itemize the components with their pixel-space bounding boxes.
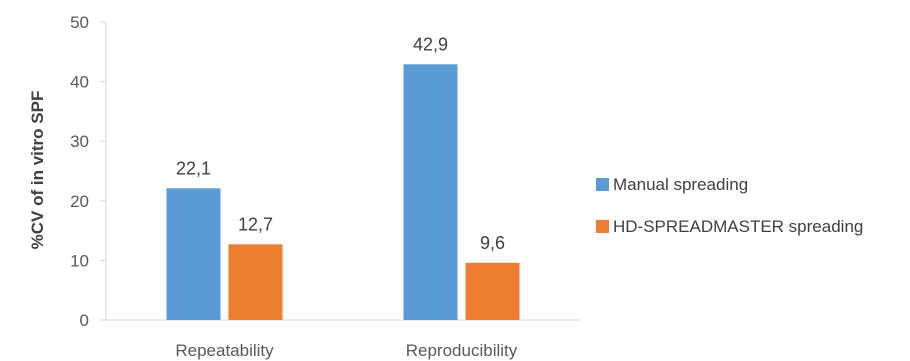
y-tick-label: 10 bbox=[70, 251, 89, 270]
y-axis: 0 10 20 30 40 50 bbox=[70, 13, 106, 330]
y-tick-label: 0 bbox=[80, 311, 89, 330]
data-label: 42,9 bbox=[413, 34, 448, 54]
y-tick-label: 50 bbox=[70, 13, 89, 32]
legend-swatch bbox=[596, 178, 609, 191]
data-label: 12,7 bbox=[238, 214, 273, 234]
legend-swatch bbox=[596, 220, 609, 233]
x-category-label: Reproducibility bbox=[406, 341, 518, 360]
legend-label: HD-SPREADMASTER spreading bbox=[613, 217, 863, 236]
y-axis-title: %CV of in vitro SPF bbox=[28, 91, 47, 250]
data-label: 9,6 bbox=[480, 233, 505, 253]
y-tick-label: 20 bbox=[70, 192, 89, 211]
x-category-label: Repeatability bbox=[175, 341, 274, 360]
y-tick-label: 30 bbox=[70, 132, 89, 151]
legend-label: Manual spreading bbox=[613, 175, 748, 194]
bars-layer: 22,1 12,7 42,9 9,6 bbox=[166, 34, 520, 320]
bar-hd-spreadmaster-spreading-repeatability bbox=[228, 244, 283, 320]
bar-manual-spreading-reproducibility bbox=[403, 64, 458, 320]
legend: Manual spreading HD-SPREADMASTER spreadin… bbox=[596, 175, 863, 236]
x-axis-categories: Repeatability Reproducibility bbox=[175, 341, 517, 360]
y-tick-label: 40 bbox=[70, 73, 89, 92]
data-label: 22,1 bbox=[176, 158, 211, 178]
bar-hd-spreadmaster-spreading-reproducibility bbox=[465, 262, 520, 320]
bar-manual-spreading-repeatability bbox=[166, 188, 221, 320]
